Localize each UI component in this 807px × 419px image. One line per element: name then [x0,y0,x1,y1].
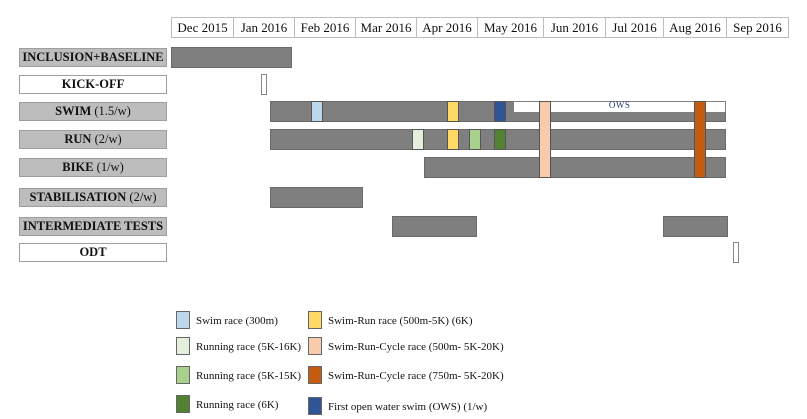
row-label-text: KICK-OFF [61,77,125,91]
legend-label: Swim-Run race (500m-5K) (6K) [328,315,473,327]
row-label-kickoff: KICK-OFF [19,75,167,94]
row-label-text: STABILISATION [29,190,127,204]
ows-period: OWS [513,101,726,113]
legend-label: Swim-Run-Cycle race (500m- 5K-20K) [328,341,504,353]
legend-label: Running race (5K-15K) [196,370,302,382]
event-marker [494,101,507,122]
gantt-bar-tests [663,216,729,237]
row-label-text: RUN [64,132,92,146]
row-label-run: RUN (2/w) [19,130,167,149]
month-header: Jul 2016 [605,17,664,38]
gantt-bar-bike [424,157,726,178]
row-label-text: INTERMEDIATE TESTS [22,219,164,233]
event-marker [693,101,706,178]
legend-label: Running race (5K-16K) [196,341,302,353]
event-marker [468,129,481,150]
month-header: May 2016 [477,17,544,38]
row-label-stabilisation: STABILISATION (2/w) [19,188,167,207]
row-label-text: ODT [79,245,107,259]
row-label-text: BIKE [62,160,94,174]
row-label-text: SWIM [55,104,92,118]
legend-swatch [176,337,190,355]
legend-swatch [308,397,322,415]
legend-swatch [308,311,322,329]
row-label-text: INCLUSION+BASELINE [22,50,164,64]
month-header: Aug 2016 [663,17,727,38]
gantt-bar-inclusion [171,47,293,68]
gantt-bar-stabilisation [270,187,363,208]
legend-swatch [308,337,322,355]
row-frequency: (1/w) [93,160,124,174]
row-label-bike: BIKE (1/w) [19,158,167,177]
gantt-bar-tests [392,216,477,237]
milestone-kickoff [261,74,268,95]
month-header: Jan 2016 [233,17,295,38]
month-header: Mar 2016 [355,17,417,38]
legend-swatch [176,366,190,384]
event-marker [446,129,459,150]
row-label-swim: SWIM (1.5/w) [19,102,167,121]
event-marker [412,129,425,150]
row-label-odt: ODT [19,243,167,262]
legend-swatch [176,311,190,329]
month-header: Jun 2016 [543,17,606,38]
event-marker [311,101,324,122]
row-frequency: (1.5/w) [91,104,131,118]
row-label-tests: INTERMEDIATE TESTS [19,217,167,236]
event-marker [446,101,459,122]
legend-label: Swim-Run-Cycle race (750m- 5K-20K) [328,370,504,382]
month-header: Sep 2016 [726,17,789,38]
row-label-inclusion: INCLUSION+BASELINE [19,48,167,67]
legend-swatch [176,395,190,413]
event-marker [494,129,507,150]
milestone-odt [733,242,740,263]
month-header: Dec 2015 [171,17,234,38]
row-frequency: (2/w) [126,190,157,204]
month-header: Apr 2016 [416,17,478,38]
legend-swatch [308,366,322,384]
legend-label: First open water swim (OWS) (1/w) [328,401,488,413]
legend-label: Swim race (300m) [196,315,278,327]
legend-label: Running race (6K) [196,399,279,411]
month-header: Feb 2016 [294,17,356,38]
event-marker [539,101,552,178]
row-frequency: (2/w) [91,132,122,146]
